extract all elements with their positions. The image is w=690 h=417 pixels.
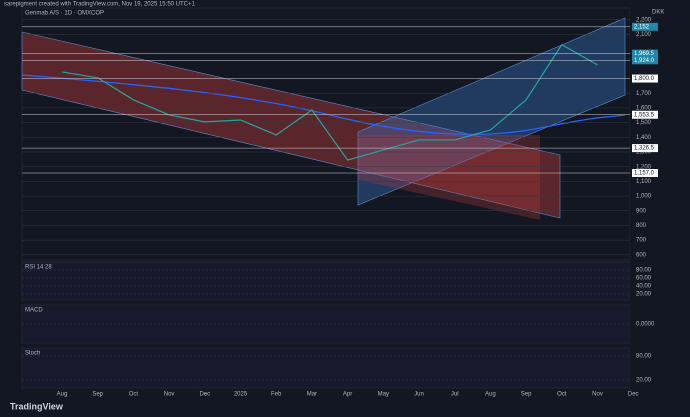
y-tick-label: 1,200 — [636, 164, 652, 170]
y-tick-label: 600 — [636, 252, 647, 258]
x-tick-label: Dec — [199, 392, 210, 398]
price-tag: 1,924.0 — [634, 58, 655, 64]
pane-title: MACD — [25, 308, 43, 314]
price-tag: 2,152 — [634, 24, 650, 30]
x-tick-label: Aug — [485, 392, 496, 398]
x-tick-label: May — [378, 392, 389, 398]
y-tick-label: 1,700 — [636, 91, 652, 97]
x-tick-label: Jul — [451, 392, 459, 398]
y-tick-label: 40.00 — [636, 284, 652, 290]
price-tag-bg — [632, 169, 658, 178]
x-tick-label: Apr — [343, 392, 352, 398]
x-tick-label: Oct — [557, 392, 567, 398]
x-tick-label: Nov — [164, 392, 175, 398]
right-axis — [630, 0, 690, 395]
box — [358, 135, 540, 220]
x-tick-label: Nov — [592, 392, 603, 398]
x-tick-label: Sep — [521, 392, 532, 398]
x-tick-label: Aug — [57, 392, 68, 398]
price-tag: 1,800.0 — [634, 76, 655, 82]
pane-title: Stoch — [25, 351, 40, 357]
x-tick-label: Sep — [92, 392, 103, 398]
price-tag-bg — [632, 144, 658, 153]
y-tick-label: 1,300 — [636, 150, 652, 156]
price-tag-bg — [632, 110, 658, 119]
x-tick-label: 2025 — [234, 392, 248, 398]
price-tag: 1,157.0 — [634, 171, 655, 177]
y-tick-label: 2,200 — [636, 17, 652, 23]
header: sarepigment created with TradingView.com… — [4, 2, 195, 8]
y-tick-label: 2,100 — [636, 32, 652, 38]
y-tick-label: 1,000 — [636, 194, 652, 200]
pane-title: RSI 14 28 — [25, 265, 52, 271]
x-tick-label: Feb — [271, 392, 282, 398]
y-tick-label: 1,400 — [636, 135, 652, 141]
price-tag-bg — [632, 74, 658, 83]
price-tag-bg — [632, 22, 658, 31]
price-tag: 1,553.5 — [634, 112, 655, 118]
x-tick-label: Dec — [628, 392, 639, 398]
pane-border — [21, 347, 631, 389]
y-tick-label: 800 — [636, 223, 647, 229]
pane-title: Genmab A/S · 1D · OMXCOP — [25, 11, 104, 17]
up-channel — [357, 17, 626, 206]
moving-average — [21, 74, 626, 136]
pane-border — [21, 261, 631, 301]
unit: DKK — [652, 10, 664, 16]
y-tick-label: 700 — [636, 238, 647, 244]
y-tick-label: 80.00 — [636, 268, 652, 274]
y-tick-label: 1,500 — [636, 120, 652, 126]
price-tag-bg — [632, 56, 658, 65]
y-tick-label: 20.00 — [636, 292, 652, 298]
price-tag: 1,326.5 — [634, 146, 655, 152]
x-tick-label: Oct — [129, 392, 139, 398]
y-tick-label: 80.00 — [636, 354, 652, 360]
price-tag: 1,969.5 — [634, 51, 655, 57]
y-tick-label: 20.00 — [636, 378, 652, 384]
y-tick-label: 900 — [636, 208, 647, 214]
footer: TradingView — [10, 401, 64, 411]
y-tick-label: 60.00 — [636, 276, 652, 282]
x-tick-label: Mar — [307, 392, 317, 398]
x-tick-label: Jun — [414, 392, 424, 398]
y-tick-label: 1,100 — [636, 179, 652, 185]
price-tag-bg — [632, 49, 658, 58]
y-tick-label: 0.0000 — [636, 322, 655, 328]
y-tick-label: 1,600 — [636, 105, 652, 111]
